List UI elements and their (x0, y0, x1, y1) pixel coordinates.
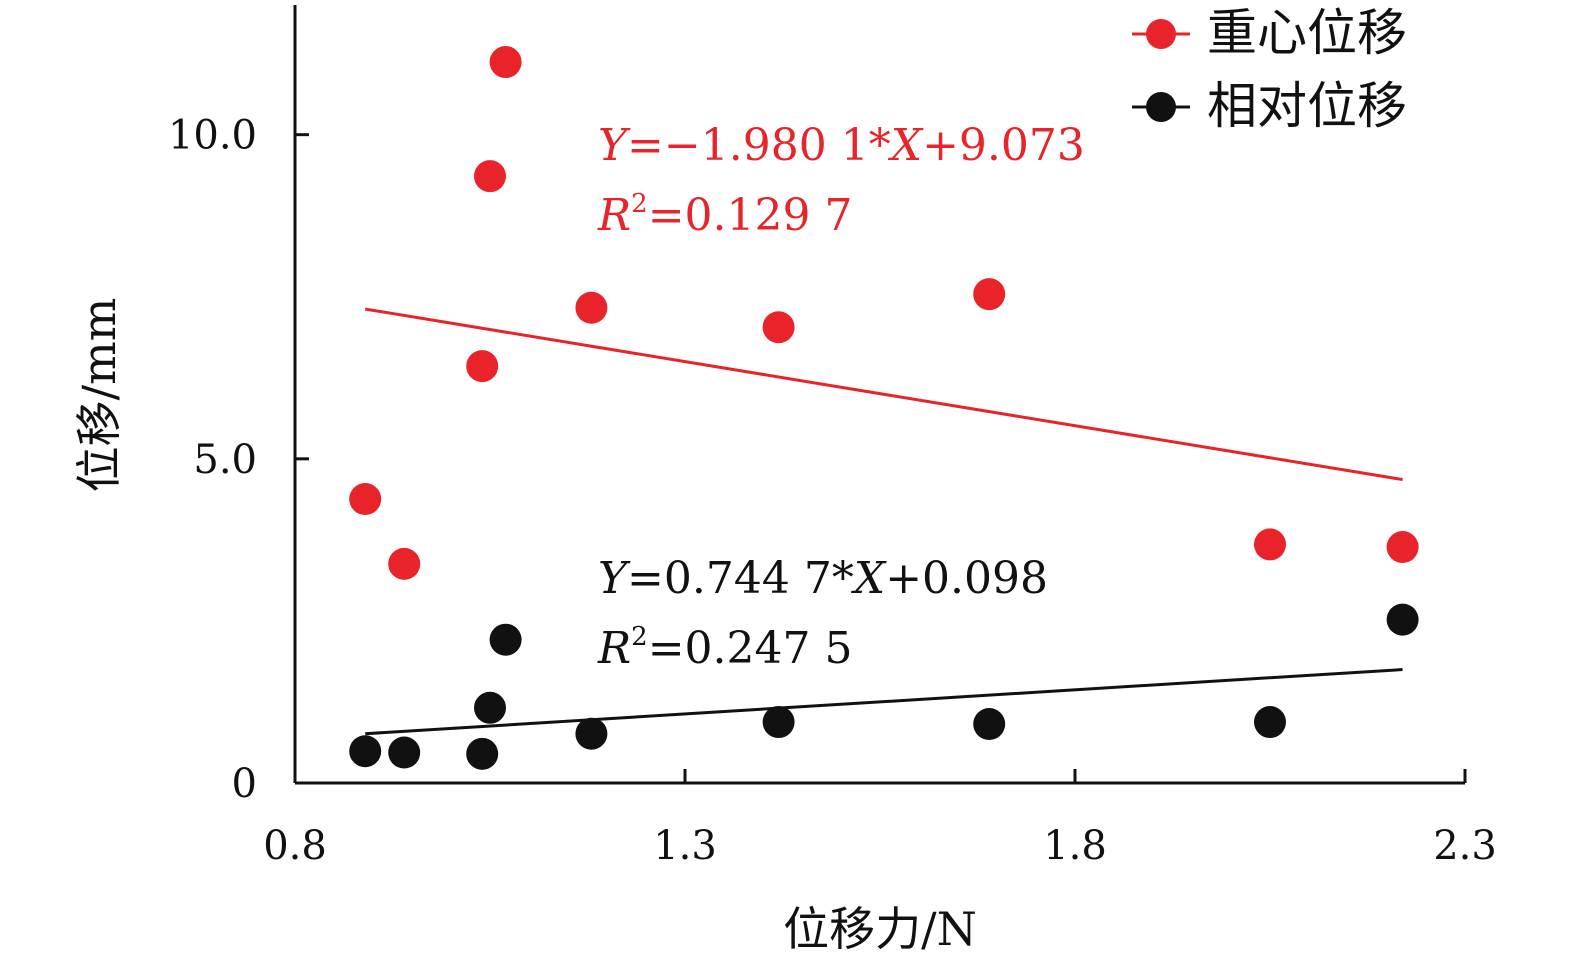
x-tick-label: 1.8 (1043, 823, 1107, 869)
x-tick-label: 1.3 (653, 823, 717, 869)
red-point (1386, 531, 1419, 564)
red-point (349, 483, 382, 516)
black-r-squared: R2=0.247 5 (597, 622, 853, 674)
red-point (1254, 528, 1286, 561)
black-point (466, 737, 499, 770)
black-point (575, 717, 608, 750)
fit-lines (364, 307, 1403, 736)
y-tick-label: 5.0 (193, 437, 257, 483)
y-tick-label: 0 (232, 761, 257, 807)
legend-red-marker (1146, 19, 1176, 49)
red-point (973, 278, 1006, 311)
black-point (1386, 603, 1419, 636)
x-axis-title: 位移力/N (783, 902, 977, 956)
red-point (474, 160, 506, 193)
data-points (349, 46, 1419, 770)
black-point (762, 706, 795, 739)
x-tick-label: 0.8 (263, 823, 327, 869)
black-point (973, 708, 1006, 741)
axes: 0.8 1.3 1.8 2.3 0 5.0 10.0 (168, 5, 1497, 869)
red-point (575, 291, 608, 324)
legend-red-label: 重心位移 (1207, 4, 1407, 62)
y-axis-title: 位移/mm (72, 298, 126, 493)
black-point (474, 691, 506, 724)
legend: 重心位移 相对位移 (1132, 4, 1407, 135)
black-point (489, 623, 522, 656)
legend-black-marker (1146, 92, 1176, 122)
y-tick-label: 10.0 (168, 113, 257, 159)
black-fit-line (365, 668, 1403, 736)
black-point (388, 736, 421, 769)
red-fit-line (364, 307, 1403, 482)
red-equation: Y=−1.980 1*X+9.073 (598, 120, 1085, 171)
legend-black-label: 相对位移 (1207, 77, 1407, 135)
black-point (1254, 706, 1286, 739)
black-point (349, 735, 382, 768)
red-r-squared: R2=0.129 7 (597, 189, 853, 241)
x-tick-label: 2.3 (1433, 823, 1497, 869)
red-point (489, 46, 522, 79)
red-point (466, 350, 499, 383)
red-point (388, 547, 421, 580)
black-equation: Y=0.744 7*X+0.098 (598, 553, 1048, 604)
red-point (762, 311, 795, 344)
